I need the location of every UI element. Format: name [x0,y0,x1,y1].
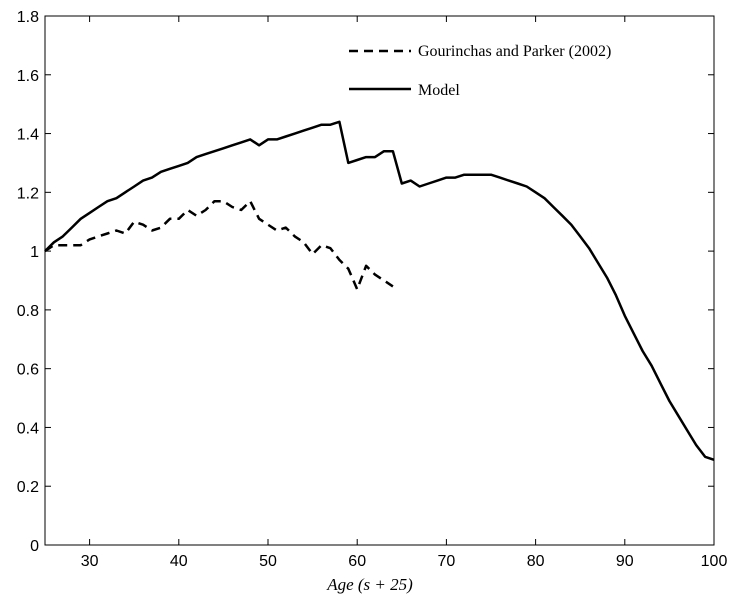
x-tick-label: 90 [616,553,634,570]
x-tick-label: 40 [170,553,188,570]
y-tick-label: 0.4 [17,420,39,437]
y-tick-label: 1.4 [17,127,39,144]
x-axis-title: Age (s + 25) [326,575,413,594]
x-tick-label: 70 [438,553,456,570]
legend: Gourinchas and Parker (2002) Model [349,43,611,99]
x-tick-label: 100 [701,553,728,570]
y-tick-label: 1.8 [17,9,39,26]
y-tick-label: 1.6 [17,68,39,85]
axis-ticks [45,15,715,546]
x-tick-label: 60 [348,553,366,570]
x-tick-label: 80 [527,553,545,570]
y-tick-label: 0.2 [17,479,39,496]
x-tick-label: 50 [259,553,277,570]
tick-labels: 30 40 50 60 70 80 90 100 0 0.2 0.4 0.6 0.8 1 1.2 1.4 1.6… [17,9,728,570]
x-tick-label: 30 [81,553,99,570]
series-lines [44,120,715,461]
series-line-gourinchas [44,199,394,291]
legend-label-gourinchas: Gourinchas and Parker (2002) [418,43,611,60]
y-tick-label: 0.6 [17,362,39,379]
series-line-model [44,120,715,461]
plot-area [44,15,715,546]
y-tick-label: 1 [30,244,39,261]
legend-label-model: Model [418,82,460,99]
y-tick-label: 1.2 [17,185,39,202]
y-tick-label: 0 [30,538,39,555]
y-tick-label: 0.8 [17,303,39,320]
